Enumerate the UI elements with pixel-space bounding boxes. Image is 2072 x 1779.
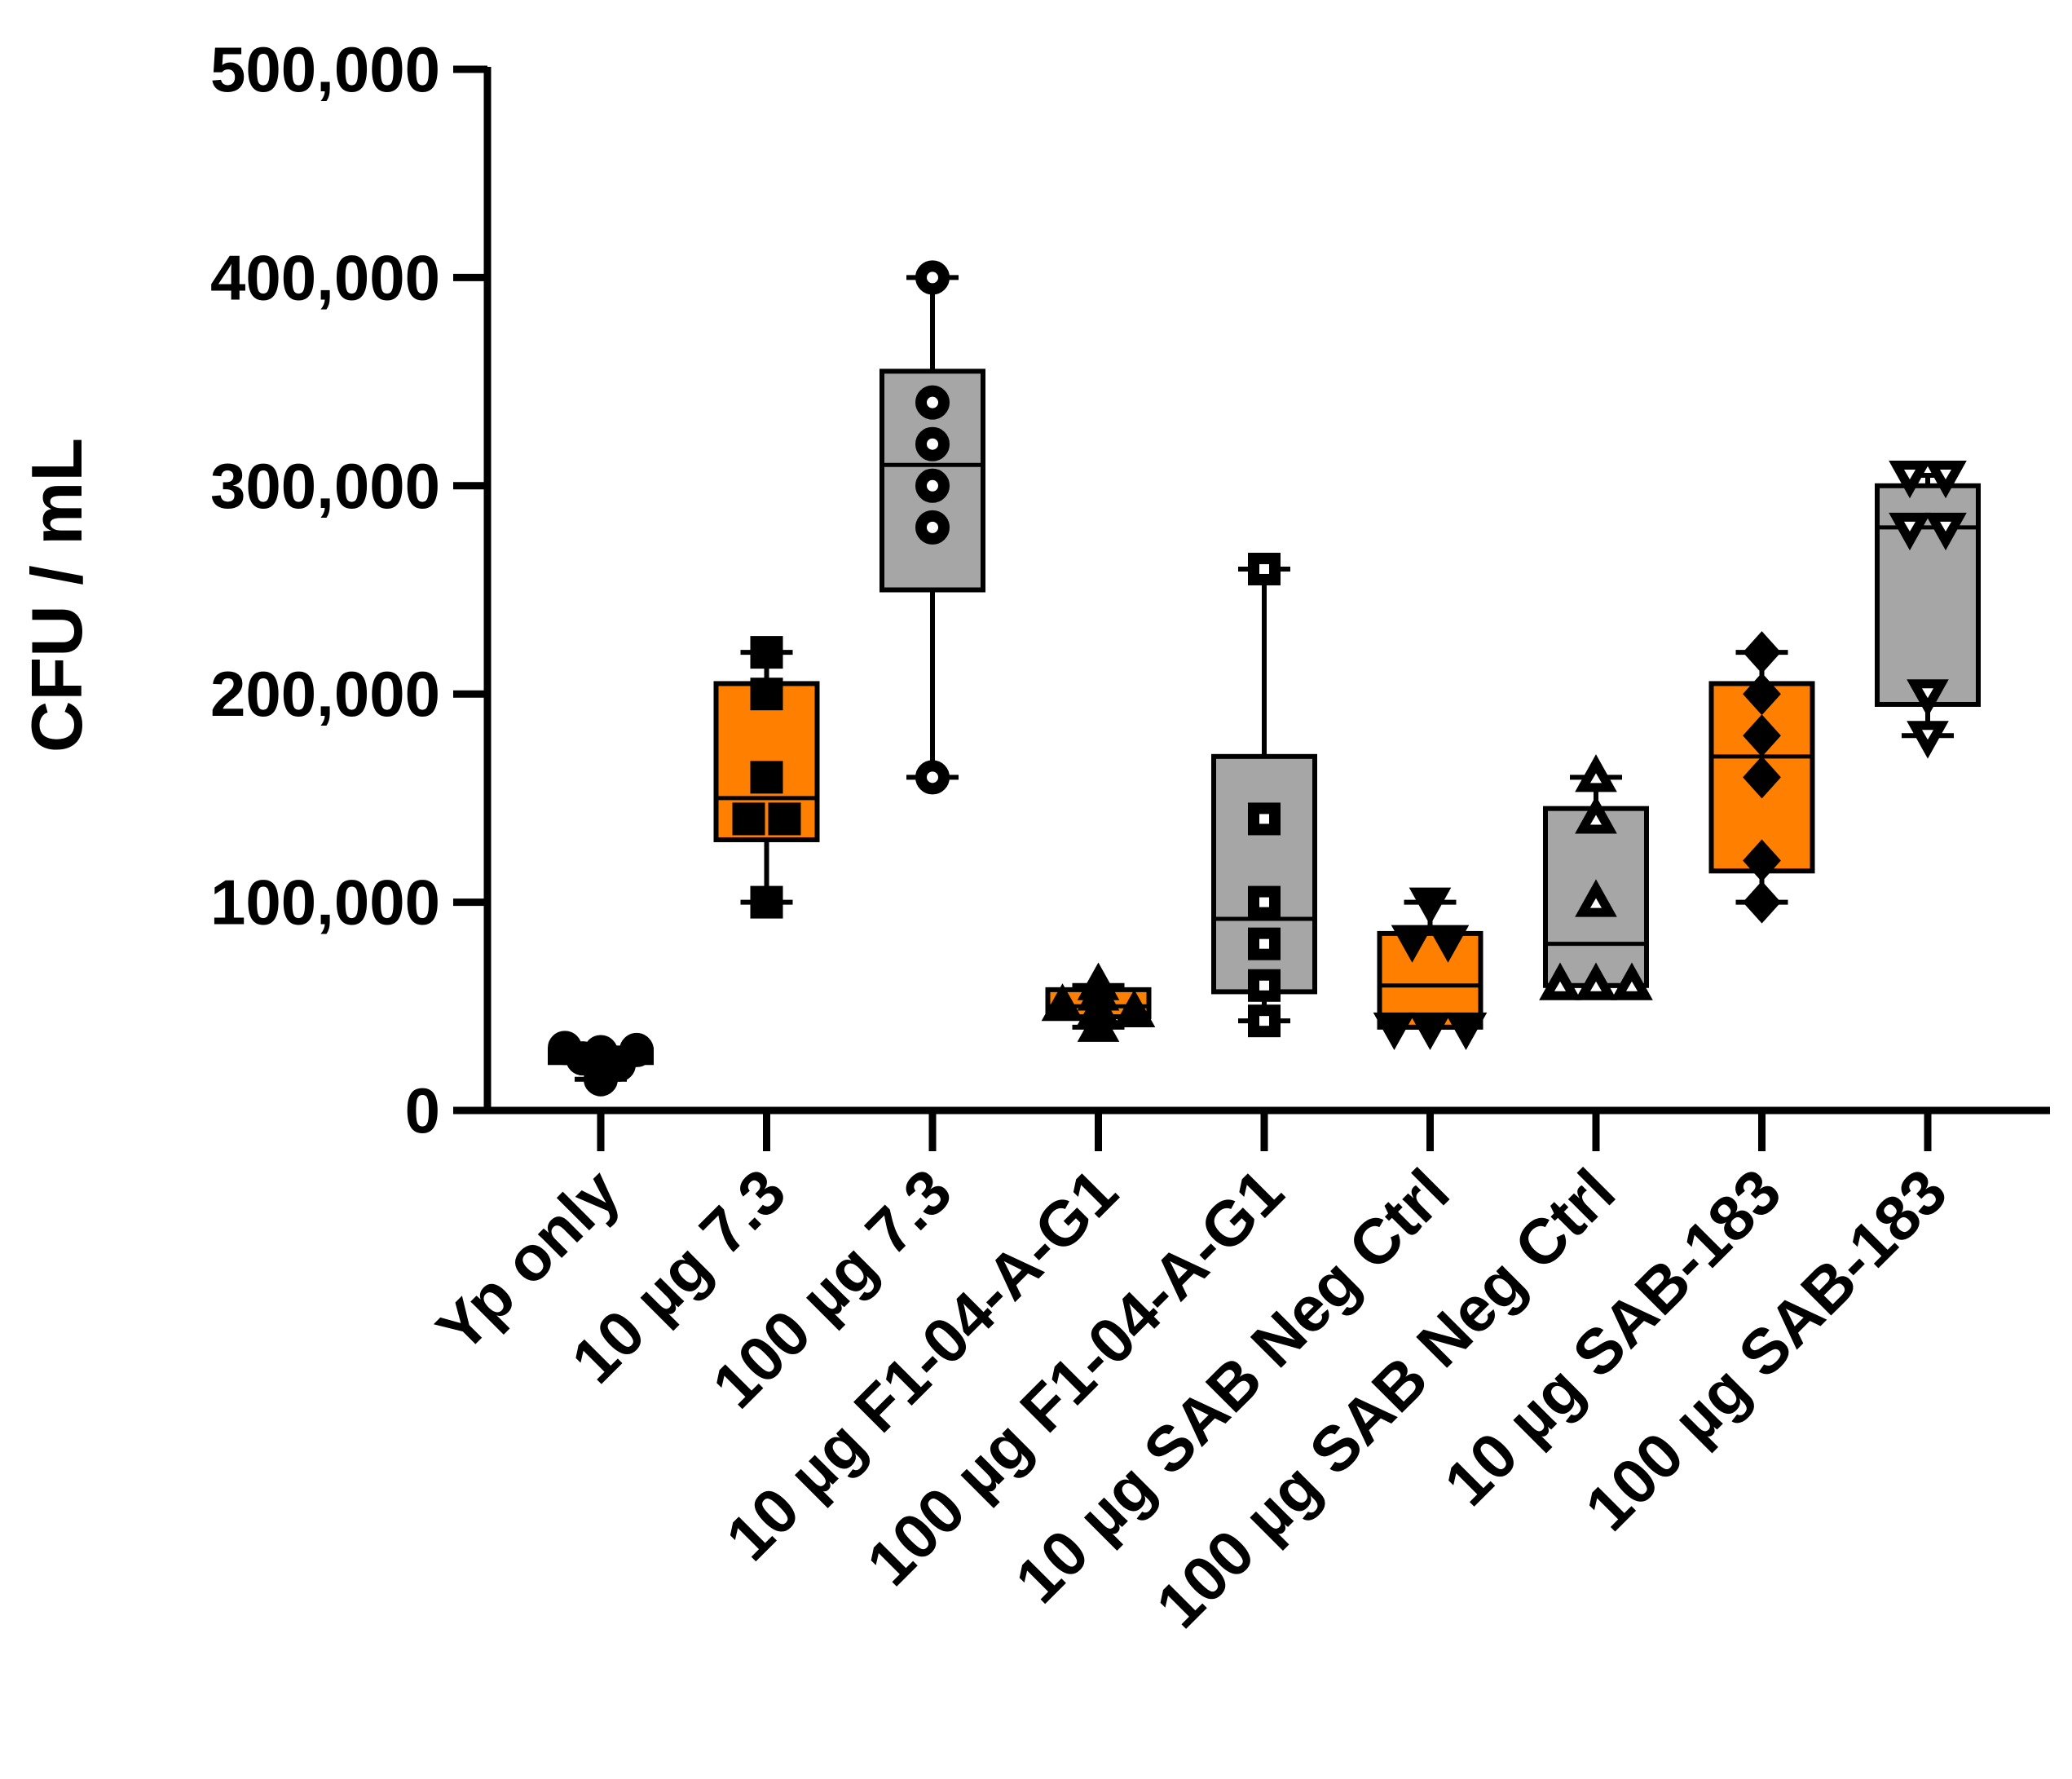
data-point-diamond bbox=[1743, 756, 1781, 799]
y-tick-label: 500,000 bbox=[210, 33, 440, 105]
data-point-hole bbox=[927, 771, 938, 784]
data-point-hole bbox=[1259, 563, 1269, 574]
y-tick-label: 0 bbox=[405, 1075, 440, 1146]
data-point-diamond bbox=[1743, 881, 1781, 924]
box-group bbox=[879, 260, 985, 795]
data-point-circle bbox=[619, 1032, 654, 1067]
data-point-hole bbox=[927, 271, 938, 284]
data-point-hole bbox=[1259, 1016, 1269, 1026]
data-point-diamond bbox=[1743, 631, 1781, 674]
data-point-triangle-down bbox=[1444, 1012, 1488, 1051]
data-point-square bbox=[1248, 802, 1281, 836]
data-point-square bbox=[1248, 1004, 1281, 1038]
box-group bbox=[1211, 552, 1317, 1038]
data-point-hole bbox=[1259, 938, 1269, 949]
data-point-hole bbox=[1922, 730, 1933, 740]
axes bbox=[483, 67, 2050, 1151]
data-point-square bbox=[750, 885, 783, 919]
y-tick-label: 400,000 bbox=[210, 241, 440, 313]
data-point-circle bbox=[566, 1041, 600, 1076]
data-point-square bbox=[750, 761, 783, 794]
data-point-square bbox=[750, 678, 783, 711]
data-point-hole bbox=[1590, 898, 1602, 908]
data-point-diamond bbox=[1743, 714, 1781, 757]
y-ticks: 0 100,000 200,000 300,000 400,000 500,000 bbox=[210, 33, 487, 1146]
data-point-triangle-up bbox=[1041, 983, 1084, 1022]
box-group bbox=[713, 636, 820, 919]
data-point-hole bbox=[1259, 814, 1269, 824]
data-point-hole bbox=[1904, 521, 1915, 532]
box-group bbox=[548, 1031, 654, 1097]
data-point-hole bbox=[1590, 814, 1602, 825]
y-tick-label: 100,000 bbox=[210, 867, 440, 938]
y-axis-title-group: CFU / mL bbox=[16, 438, 97, 753]
data-point-hole bbox=[927, 479, 938, 492]
y-axis-title: CFU / mL bbox=[16, 438, 97, 753]
box-group bbox=[1539, 754, 1653, 1000]
data-point-hole bbox=[1590, 773, 1602, 784]
data-point-triangle-down bbox=[1373, 1012, 1416, 1051]
box-group bbox=[1373, 887, 1488, 1051]
data-point-diamond bbox=[1743, 839, 1781, 882]
data-point-square bbox=[750, 636, 783, 669]
data-point-square bbox=[768, 802, 801, 836]
data-point-hole bbox=[1590, 981, 1602, 991]
box-group bbox=[1708, 631, 1815, 924]
data-point-triangle-down bbox=[1409, 887, 1452, 925]
data-point-hole bbox=[927, 521, 938, 533]
data-point-hole bbox=[1626, 981, 1638, 991]
data-point-diamond bbox=[1743, 673, 1781, 716]
data-point-hole bbox=[1940, 470, 1951, 480]
box-group bbox=[1041, 962, 1156, 1042]
y-tick-label: 300,000 bbox=[210, 450, 440, 522]
data-point-hole bbox=[1904, 470, 1915, 480]
data-point-triangle-down bbox=[1426, 925, 1470, 963]
data-point-triangle-up bbox=[1113, 989, 1156, 1027]
data-point-hole bbox=[1259, 980, 1269, 991]
data-point-hole bbox=[1259, 897, 1269, 907]
data-point-hole bbox=[1940, 521, 1951, 532]
data-point-triangle-down bbox=[1391, 925, 1434, 963]
data-point-hole bbox=[927, 396, 938, 408]
data-point-square bbox=[732, 802, 765, 836]
data-point-triangle-up bbox=[1077, 1004, 1120, 1042]
data-point-square bbox=[1248, 927, 1281, 960]
data-point-hole bbox=[927, 438, 938, 450]
box-iqr bbox=[1377, 930, 1483, 1030]
box-group bbox=[1875, 461, 1981, 759]
plot-area bbox=[548, 260, 1981, 1097]
data-point-circle bbox=[584, 1062, 618, 1097]
data-point-hole bbox=[1922, 688, 1933, 699]
data-point-triangle-down bbox=[1409, 1012, 1452, 1051]
y-tick-label: 200,000 bbox=[210, 658, 440, 730]
data-point-hole bbox=[1554, 981, 1566, 991]
